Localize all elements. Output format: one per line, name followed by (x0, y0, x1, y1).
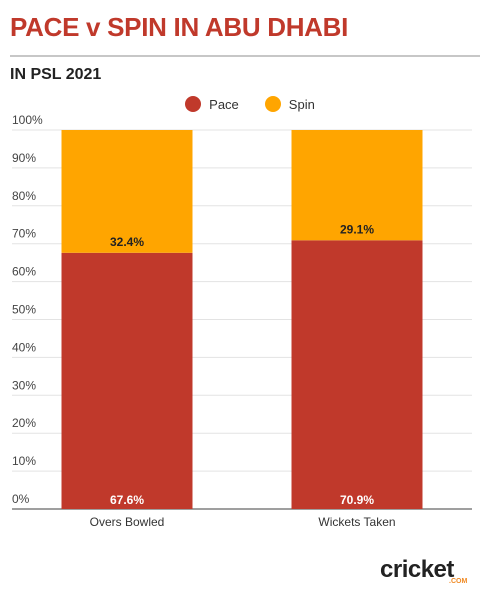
bar-pace (61, 252, 193, 509)
y-tick-label: 80% (12, 189, 36, 203)
y-tick-label: 20% (12, 416, 36, 430)
y-tick-label: 40% (12, 340, 36, 354)
title-divider (10, 55, 480, 57)
legend-item-pace: Pace (185, 96, 239, 112)
y-tick-label: 50% (12, 303, 36, 317)
brand-logo: cricket (380, 556, 454, 583)
y-tick-label: 0% (12, 492, 30, 506)
x-tick-label: Wickets Taken (318, 515, 395, 529)
bar-pace (291, 240, 423, 509)
legend-label-spin: Spin (288, 96, 315, 112)
x-tick-label: Overs Bowled (90, 515, 165, 529)
brand-logo-suffix: .COM (449, 578, 468, 585)
chart-title: PACE v SPIN IN ABU DHABI (10, 12, 349, 42)
bar-spin (61, 130, 193, 253)
y-tick-label: 70% (12, 227, 36, 241)
legend-swatch-pace (185, 96, 202, 112)
data-label-pace: 67.6% (110, 493, 144, 507)
data-label-spin: 32.4% (110, 235, 144, 249)
data-label-spin: 29.1% (340, 222, 374, 236)
y-tick-label: 10% (12, 454, 36, 468)
y-tick-label: 100% (12, 113, 43, 127)
data-label-pace: 70.9% (340, 493, 374, 507)
bar-spin (291, 130, 423, 241)
legend: Pace Spin (0, 96, 500, 112)
legend-swatch-spin (264, 96, 281, 112)
legend-item-spin: Spin (264, 96, 315, 112)
chart-subtitle: IN PSL 2021 (10, 66, 102, 83)
legend-label-pace: Pace (209, 96, 239, 112)
y-tick-label: 30% (12, 378, 36, 392)
y-tick-label: 90% (12, 151, 36, 165)
y-tick-label: 60% (12, 265, 36, 279)
